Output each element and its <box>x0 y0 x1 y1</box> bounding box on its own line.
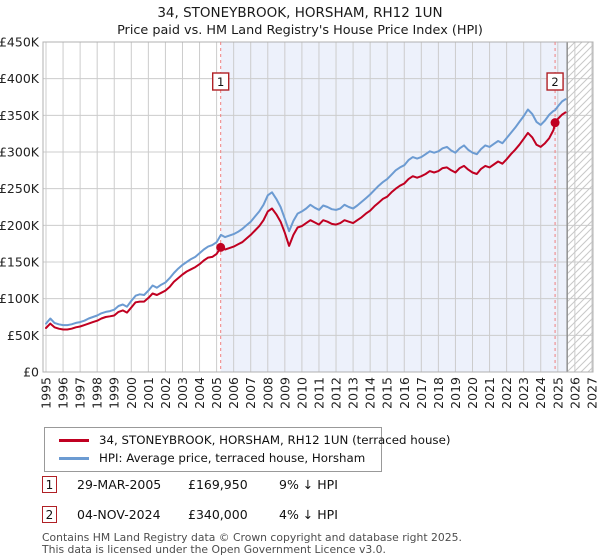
svg-text:2008: 2008 <box>260 377 275 409</box>
svg-text:£50K: £50K <box>7 328 40 343</box>
transaction-1-price: £169,950 <box>188 477 248 492</box>
svg-text:£250K: £250K <box>0 181 40 196</box>
svg-text:2004: 2004 <box>192 377 207 409</box>
svg-text:2027: 2027 <box>584 377 599 409</box>
transaction-1-date: 29-MAR-2005 <box>77 477 162 492</box>
svg-text:£200K: £200K <box>0 218 40 233</box>
page-title: 34, STONEYBROOK, HORSHAM, RH12 1UN <box>157 5 443 21</box>
svg-text:2022: 2022 <box>499 377 514 409</box>
svg-text:£100K: £100K <box>0 291 40 306</box>
svg-text:2021: 2021 <box>482 377 497 409</box>
svg-text:2: 2 <box>551 75 558 89</box>
copyright-footer: Contains HM Land Registry data © Crown c… <box>42 532 582 556</box>
svg-text:£350K: £350K <box>0 108 40 123</box>
svg-text:2020: 2020 <box>465 377 480 409</box>
svg-text:1997: 1997 <box>73 377 88 409</box>
transaction-1-badge: 1 <box>42 476 57 493</box>
svg-text:2012: 2012 <box>329 377 344 409</box>
chart-legend: 34, STONEYBROOK, HORSHAM, RH12 1UN (terr… <box>44 427 450 472</box>
legend-item-hpi: HPI: Average price, terraced house, Hors… <box>51 449 375 467</box>
svg-text:1996: 1996 <box>56 377 71 409</box>
svg-text:2016: 2016 <box>397 377 412 409</box>
svg-text:2019: 2019 <box>448 377 463 409</box>
svg-text:2024: 2024 <box>533 377 548 409</box>
svg-text:2018: 2018 <box>431 377 446 409</box>
svg-text:2000: 2000 <box>124 377 139 409</box>
svg-text:£300K: £300K <box>0 145 40 160</box>
svg-text:2015: 2015 <box>380 377 395 409</box>
transaction-2-hpi-delta: 4% ↓ HPI <box>279 507 338 522</box>
svg-text:2013: 2013 <box>346 377 361 409</box>
svg-text:1999: 1999 <box>107 377 122 409</box>
transaction-1-hpi-delta: 9% ↓ HPI <box>279 477 338 492</box>
svg-text:1: 1 <box>217 75 224 89</box>
transaction-2-badge: 2 <box>42 506 57 523</box>
transaction-2-price: £340,000 <box>188 507 248 522</box>
chart-subtitle: Price paid vs. HM Land Registry's House … <box>117 23 483 38</box>
svg-text:£150K: £150K <box>0 255 40 270</box>
svg-text:2014: 2014 <box>363 377 378 409</box>
red-line-swatch <box>59 438 89 442</box>
footer-line-1: Contains HM Land Registry data © Crown c… <box>42 531 462 544</box>
svg-text:£400K: £400K <box>0 71 40 86</box>
blue-line-swatch <box>59 456 89 460</box>
transaction-2-date: 04-NOV-2024 <box>77 507 161 522</box>
svg-text:2010: 2010 <box>294 377 309 409</box>
svg-text:2002: 2002 <box>158 377 173 409</box>
legend-item-property: 34, STONEYBROOK, HORSHAM, RH12 1UN (terr… <box>51 431 450 449</box>
svg-text:£0: £0 <box>23 365 39 380</box>
svg-text:2003: 2003 <box>175 377 190 409</box>
svg-text:2001: 2001 <box>141 377 156 409</box>
svg-text:2026: 2026 <box>567 377 582 409</box>
svg-text:2023: 2023 <box>516 377 531 409</box>
transaction-row-2: 2 04-NOV-2024 £340,000 4% ↓ HPI <box>42 506 338 523</box>
legend-label-hpi: HPI: Average price, terraced house, Hors… <box>99 451 366 465</box>
transaction-row-1: 1 29-MAR-2005 £169,950 9% ↓ HPI <box>42 476 338 493</box>
legend-label-property: 34, STONEYBROOK, HORSHAM, RH12 1UN (terr… <box>99 433 451 447</box>
svg-text:2007: 2007 <box>243 377 258 409</box>
svg-text:2011: 2011 <box>311 377 326 409</box>
footer-line-2: This data is licensed under the Open Gov… <box>42 542 386 556</box>
svg-text:2025: 2025 <box>550 377 565 409</box>
svg-text:2006: 2006 <box>226 377 241 409</box>
svg-text:2005: 2005 <box>209 377 224 409</box>
svg-text:2017: 2017 <box>414 377 429 409</box>
svg-text:1995: 1995 <box>39 377 54 409</box>
price-chart: 1 2 £0 £50K £100K £150K £200K £250K £300K £350K £4… <box>0 36 599 409</box>
svg-text:2009: 2009 <box>277 377 292 409</box>
svg-text:1998: 1998 <box>90 377 105 409</box>
svg-text:£450K: £450K <box>0 36 40 50</box>
